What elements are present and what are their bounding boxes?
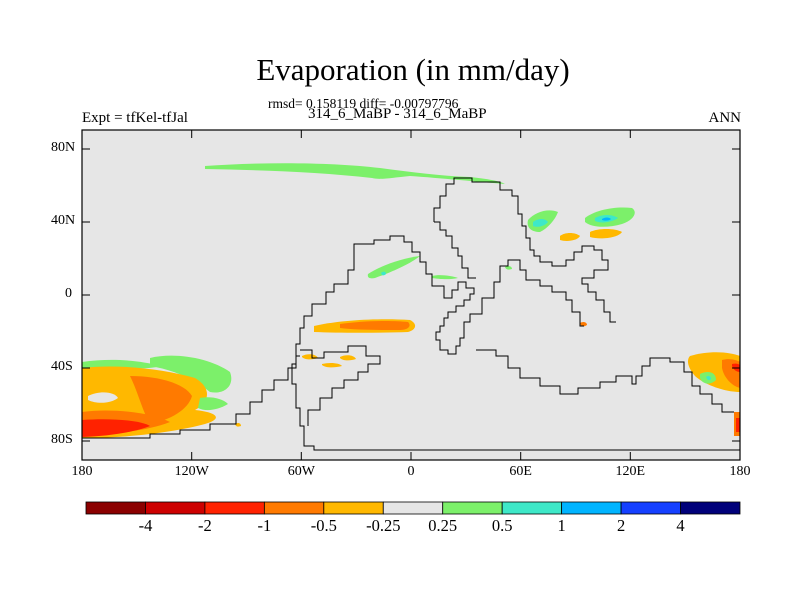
contour-pacific-green-2 xyxy=(82,359,160,369)
colorbar-swatch-8 xyxy=(561,501,622,515)
colorbar-label: -0.5 xyxy=(310,516,337,535)
cases-line: 314_6_MaBP - 314_6_MaBP xyxy=(308,106,487,122)
contour-fills xyxy=(82,163,740,438)
contour-asia-cyan xyxy=(533,219,548,227)
contour-asia-orange xyxy=(560,233,580,241)
colorbar-label: 1 xyxy=(557,516,566,535)
lon-tick-0: 0 xyxy=(407,464,415,479)
colorbar-swatch-6 xyxy=(442,501,503,515)
coastline-antarctica xyxy=(82,355,740,451)
coastline-north-europe-asia xyxy=(433,177,616,323)
lon-tick-60e: 60E xyxy=(509,464,532,479)
colorbar-swatch-1 xyxy=(145,501,206,515)
lon-tick-180e: 180 xyxy=(729,464,751,479)
colorbar-swatch-3 xyxy=(263,501,325,515)
ticks xyxy=(82,130,740,460)
lat-tick-40s: 40S xyxy=(51,359,73,374)
contour-south-patch-4 xyxy=(580,321,587,327)
lat-tick-80s: 80S xyxy=(51,432,73,447)
contour-pacific-lightgreen xyxy=(198,397,228,411)
coastline-mediterranean xyxy=(434,221,476,279)
contour-pacific-white xyxy=(88,392,118,403)
contour-south-patch-2 xyxy=(340,355,356,361)
colorbar-swatch-7 xyxy=(501,501,563,515)
colorbar-swatch-9 xyxy=(620,501,681,515)
colorbar xyxy=(85,501,741,515)
contour-east-cyan xyxy=(706,375,711,381)
contour-pacific-green xyxy=(150,355,232,393)
colorbar-label: -1 xyxy=(257,516,272,535)
colorbar-swatch-10 xyxy=(680,501,741,515)
colorbar-label: 4 xyxy=(676,516,685,535)
contour-africa-green xyxy=(432,275,458,280)
lon-tick-180w: 180 xyxy=(71,464,93,479)
lon-tick-120w: 120W xyxy=(174,464,209,479)
season-label: ANN xyxy=(708,110,742,126)
colorbar-swatch-0 xyxy=(85,501,146,515)
colorbar-label: -2 xyxy=(198,516,212,535)
lat-tick-40n: 40N xyxy=(51,213,76,228)
lon-tick-60w: 60W xyxy=(287,464,315,479)
colorbar-swatch-2 xyxy=(204,501,265,515)
stats-line: rmsd= 0.158119 diff= -0.00797796 xyxy=(268,96,459,111)
contour-asia-blue xyxy=(602,217,611,221)
experiment-label: Expt = tfKel-tfJal xyxy=(82,110,188,126)
colorbar-label: -4 xyxy=(138,516,153,535)
coastlines xyxy=(82,177,740,451)
lon-tick-120e: 120E xyxy=(615,464,646,479)
contour-pacific-orange xyxy=(130,376,192,424)
contour-south-patch-3 xyxy=(322,362,342,368)
colorbar-label: 2 xyxy=(616,516,626,535)
coastline-africa-australia xyxy=(476,349,734,413)
colorbar-swatch-4 xyxy=(323,501,384,515)
contour-atlantic-green xyxy=(367,256,420,279)
colorbar-label: 0.25 xyxy=(428,516,458,535)
contour-pacific-red xyxy=(82,419,150,437)
colorbar-label: 0.5 xyxy=(491,516,513,535)
lat-tick-80n: 80N xyxy=(51,140,76,155)
colorbar-swatch-5 xyxy=(382,501,444,515)
map-title: Evaporation (in mm/day) xyxy=(256,52,570,87)
contour-arctic-band xyxy=(205,163,505,184)
contour-asia-orange-2 xyxy=(590,229,622,239)
contour-satl-orange xyxy=(340,320,410,330)
colorbar-label: -0.25 xyxy=(366,516,401,535)
lat-tick-0: 0 xyxy=(65,286,72,301)
coastline-south-america xyxy=(300,345,381,426)
coastline-americas xyxy=(291,235,584,447)
contour-asia-small-green xyxy=(505,265,512,270)
contour-east-bottom-red xyxy=(736,418,740,432)
contour-atlantic-cyan xyxy=(381,271,386,276)
